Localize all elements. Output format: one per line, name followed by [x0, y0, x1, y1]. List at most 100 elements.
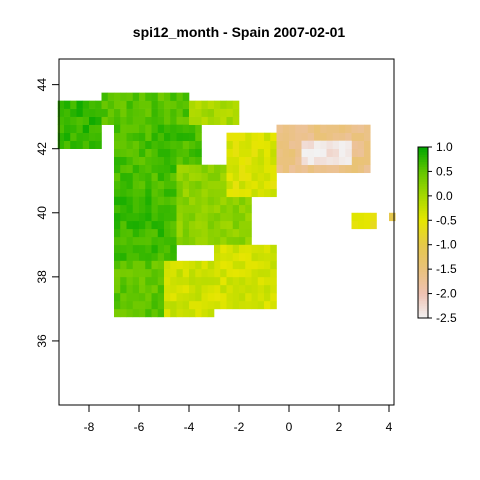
- raster-cell: [307, 132, 315, 141]
- raster-cell: [232, 156, 240, 166]
- raster-cell: [314, 124, 321, 133]
- raster-cell: [145, 212, 152, 222]
- raster-cell: [76, 132, 84, 141]
- raster-cell: [314, 156, 321, 166]
- raster-cell: [145, 188, 152, 198]
- raster-cell: [157, 212, 165, 222]
- raster-cell: [164, 220, 171, 230]
- raster-cell: [364, 140, 371, 149]
- raster-cell: [226, 180, 234, 190]
- raster-cell: [270, 164, 277, 174]
- raster-cell: [151, 108, 159, 117]
- raster-cell: [89, 100, 96, 109]
- raster-cell: [120, 92, 127, 101]
- raster-cell: [220, 292, 227, 302]
- raster-cell: [120, 156, 127, 166]
- raster-cell: [132, 156, 140, 166]
- raster-cell: [89, 116, 96, 125]
- raster-cell: [126, 116, 134, 125]
- raster-cell: [301, 156, 309, 166]
- raster-cell: [214, 276, 221, 286]
- raster-cell: [176, 284, 184, 294]
- legend-color-step: [418, 239, 428, 243]
- raster-cell: [126, 196, 134, 206]
- raster-cell: [114, 284, 121, 294]
- raster-cell: [226, 196, 234, 206]
- raster-cell: [114, 148, 121, 158]
- raster-cell: [182, 276, 190, 286]
- raster-cell: [357, 164, 365, 174]
- raster-cell: [295, 148, 302, 158]
- raster-cell: [145, 308, 152, 318]
- raster-cell: [239, 180, 246, 190]
- raster-cell: [201, 284, 209, 294]
- raster-cell: [195, 196, 202, 206]
- legend-tick-label: -1.5: [436, 262, 457, 276]
- raster-cell: [189, 172, 196, 182]
- raster-cell: [145, 204, 152, 214]
- raster-cell: [132, 124, 140, 133]
- y-tick-label: 42: [35, 142, 49, 156]
- y-tick-label: 38: [35, 270, 49, 284]
- raster-cell: [132, 180, 140, 190]
- raster-cell: [139, 228, 146, 238]
- legend-color-step: [418, 315, 428, 319]
- raster-cell: [226, 252, 234, 262]
- raster-cell: [226, 116, 234, 125]
- raster-cell: [245, 156, 252, 166]
- raster-cell: [120, 188, 127, 198]
- raster-cell: [195, 228, 202, 238]
- legend-tick-label: 1.0: [436, 140, 453, 154]
- legend-color-step: [418, 173, 428, 177]
- raster-cell: [132, 108, 140, 117]
- raster-cell: [126, 284, 134, 294]
- raster-cell: [57, 100, 65, 109]
- raster-cell: [126, 92, 134, 101]
- raster-cell: [139, 148, 146, 158]
- raster-cell: [145, 116, 152, 125]
- raster-cell: [157, 308, 165, 318]
- raster-cell: [214, 204, 221, 214]
- raster-cell: [226, 204, 234, 214]
- raster-cell: [189, 100, 196, 109]
- legend-color-step: [418, 164, 428, 167]
- raster-cell: [264, 260, 271, 270]
- raster-cell: [289, 148, 296, 158]
- raster-cell: [264, 244, 271, 254]
- raster-cell: [239, 244, 246, 254]
- raster-cell: [151, 132, 159, 141]
- raster-cell: [170, 252, 177, 262]
- raster-cell: [101, 108, 109, 117]
- raster-cell: [201, 180, 209, 190]
- raster-cell: [70, 100, 77, 109]
- raster-cell: [151, 284, 159, 294]
- raster-cell: [132, 300, 140, 310]
- raster-cell: [189, 108, 196, 117]
- raster-cell: [257, 156, 265, 166]
- legend-color-step: [418, 159, 428, 163]
- raster-cell: [357, 124, 365, 133]
- raster-cell: [151, 300, 159, 310]
- raster-cell: [257, 188, 265, 198]
- raster-cell: [232, 140, 240, 149]
- legend-color-step: [418, 266, 428, 270]
- raster-cell: [282, 156, 290, 166]
- raster-cell: [207, 220, 215, 230]
- raster-cell: [101, 92, 109, 101]
- raster-cell: [364, 220, 371, 230]
- raster-cell: [57, 132, 65, 141]
- raster-cell: [170, 188, 177, 198]
- raster-cell: [201, 108, 209, 117]
- raster-cell: [176, 148, 184, 158]
- raster-cell: [189, 228, 196, 238]
- raster-cell: [251, 140, 259, 149]
- raster-cell: [195, 292, 202, 302]
- raster-cell: [170, 124, 177, 133]
- raster-cell: [164, 268, 171, 278]
- raster-cell: [145, 236, 152, 246]
- raster-cell: [195, 132, 202, 141]
- raster-cell: [220, 204, 227, 214]
- raster-cell: [345, 124, 352, 133]
- raster-cell: [57, 108, 65, 117]
- raster-cell: [251, 300, 259, 310]
